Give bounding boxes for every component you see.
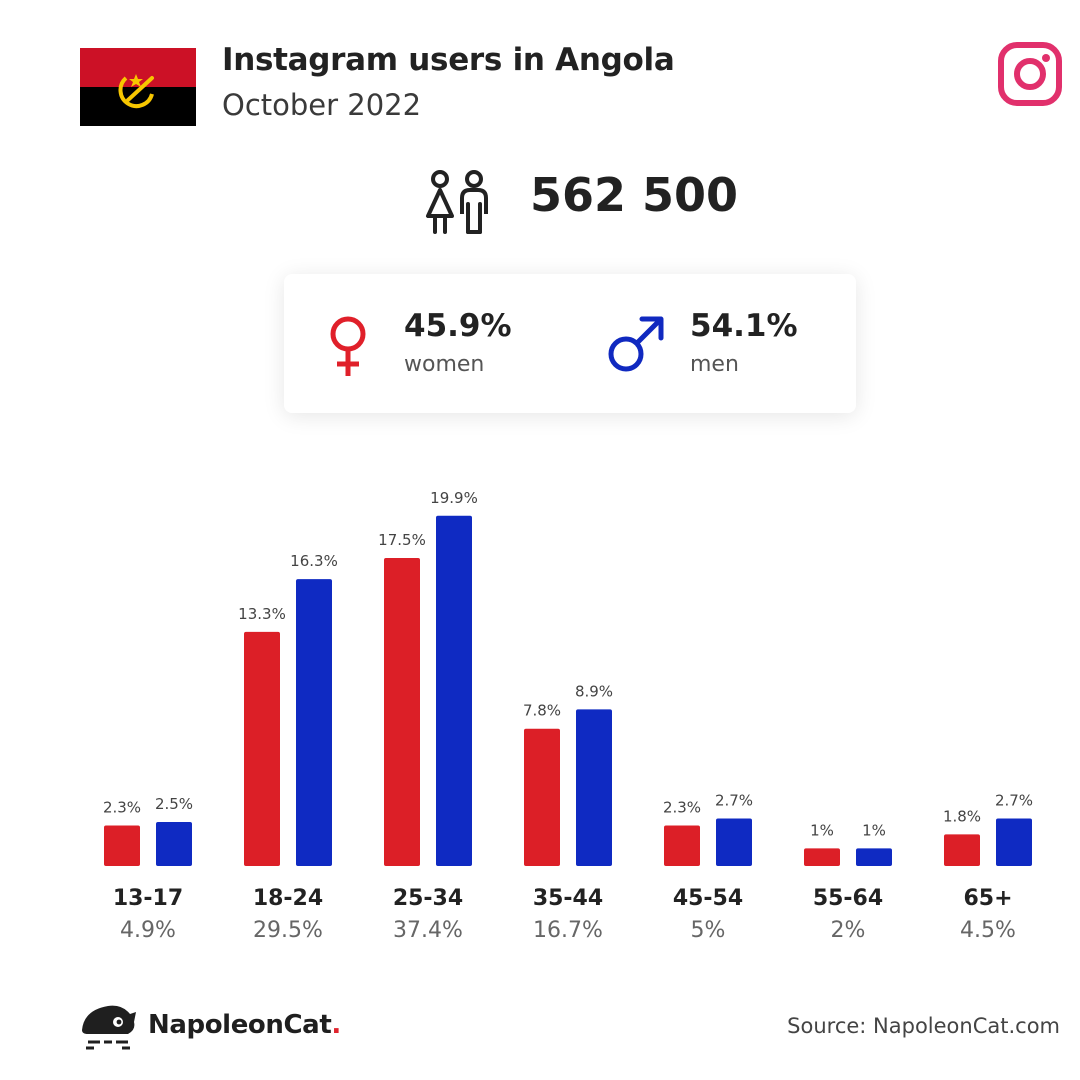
bar-25-34-series-1 — [384, 558, 420, 866]
total-users-value: 562 500 — [530, 168, 739, 222]
category-total-55-64: 2% — [830, 918, 866, 943]
category-total-35-44: 16.7% — [533, 918, 603, 943]
brand-name-main: NapoleonCat — [148, 1010, 332, 1040]
category-label-55-64: 55-64 — [812, 886, 884, 911]
category-total-13-17: 4.9% — [120, 918, 176, 943]
men-percent: 54.1% — [690, 308, 798, 344]
napoleoncat-logo-icon — [82, 1005, 136, 1050]
brand-name: NapoleonCat. — [148, 1010, 341, 1040]
data-label-25-34-series-1: 17.5% — [378, 531, 426, 549]
chart-title: Instagram users in Angola — [222, 42, 675, 78]
bar-35-44-series-2 — [576, 709, 612, 866]
female-symbol-icon — [330, 316, 366, 376]
bar-55-64-series-2 — [856, 848, 892, 866]
bar-65plus-series-2 — [996, 818, 1032, 866]
instagram-icon — [998, 42, 1062, 106]
data-label-45-54-series-2: 2.7% — [715, 791, 753, 809]
category-total-25-34: 37.4% — [393, 918, 463, 943]
women-percent: 45.9% — [404, 308, 512, 344]
bar-65plus-series-1 — [944, 834, 980, 866]
source-text: Source: NapoleonCat.com — [787, 1014, 1060, 1038]
bar-chart-svg: 2.3% 2.5% 13.3% 16.3% 17.5% 19.9% 7.8% 8.9% 2.3%… — [103, 489, 1033, 866]
category-total-45-54: 5% — [690, 918, 726, 943]
bar-25-34-series-2 — [436, 515, 472, 866]
data-label-13-17-series-2: 2.5% — [155, 795, 193, 813]
category-label-35-44: 35-44 — [532, 886, 604, 911]
category-label-25-34: 25-34 — [392, 886, 464, 911]
data-label-65plus-series-2: 2.7% — [995, 791, 1033, 809]
bar-13-17-series-2 — [156, 822, 192, 866]
bar-18-24-series-1 — [244, 631, 280, 866]
bar-45-54-series-1 — [664, 825, 700, 866]
category-total-18-24: 29.5% — [253, 918, 323, 943]
bar-18-24-series-2 — [296, 579, 332, 866]
data-label-55-64-series-1: 1% — [810, 821, 834, 839]
bar-55-64-series-1 — [804, 848, 840, 866]
brand-name-dot: . — [331, 1010, 341, 1040]
data-label-65plus-series-1: 1.8% — [943, 807, 981, 825]
bar-13-17-series-1 — [104, 825, 140, 866]
category-label-18-24: 18-24 — [252, 886, 324, 911]
category-total-65plus: 4.5% — [960, 918, 1016, 943]
angola-flag-icon — [80, 48, 196, 126]
chart-subtitle: October 2022 — [222, 88, 422, 122]
data-label-18-24-series-2: 16.3% — [290, 552, 338, 570]
men-label: men — [690, 352, 739, 377]
category-label-13-17: 13-17 — [112, 886, 184, 911]
data-label-55-64-series-2: 1% — [862, 821, 886, 839]
bar-45-54-series-2 — [716, 818, 752, 866]
male-symbol-icon — [608, 316, 664, 372]
bar-35-44-series-1 — [524, 728, 560, 866]
data-label-13-17-series-1: 2.3% — [103, 799, 141, 817]
data-label-18-24-series-1: 13.3% — [238, 605, 286, 623]
gender-card: 45.9% women 54.1% men — [284, 274, 856, 413]
data-label-45-54-series-1: 2.3% — [663, 799, 701, 817]
data-label-35-44-series-1: 7.8% — [523, 702, 561, 720]
age-gender-bar-chart: 2.3% 2.5% 13.3% 16.3% 17.5% 19.9% 7.8% 8.9% 2.3%… — [0, 470, 1080, 960]
users-icon — [426, 170, 488, 234]
category-label-45-54: 45-54 — [672, 886, 744, 911]
data-label-35-44-series-2: 8.9% — [575, 682, 613, 700]
category-label-65plus: 65+ — [963, 886, 1013, 911]
women-label: women — [404, 352, 485, 377]
data-label-25-34-series-2: 19.9% — [430, 489, 478, 507]
